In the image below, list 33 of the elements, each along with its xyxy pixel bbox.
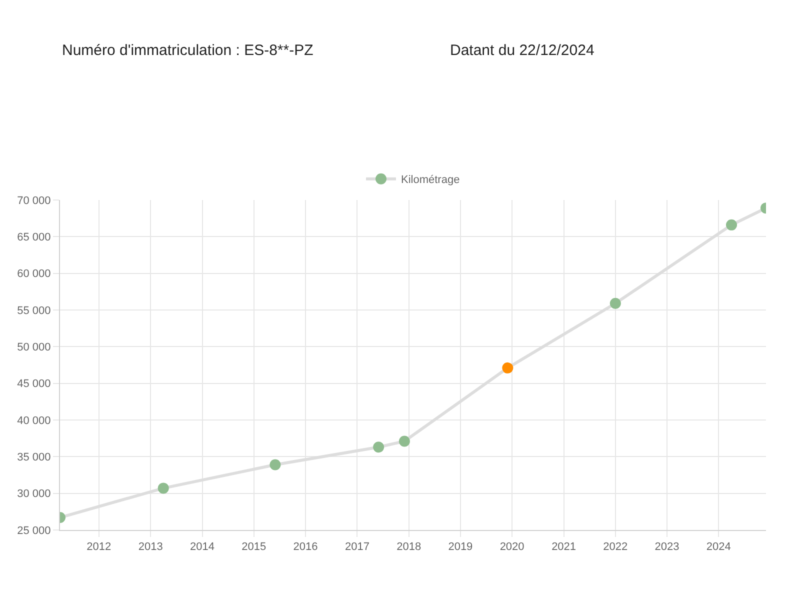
chart-title: Numéro d'immatriculation : ES-8**-PZ — [62, 42, 314, 59]
point — [158, 482, 169, 494]
x-tick-label: 2015 — [242, 541, 266, 554]
x-tick-label: 2013 — [138, 541, 163, 554]
x-tick-label: 2018 — [396, 541, 422, 554]
chart-subtitle: Datant du 22/12/2024 — [450, 42, 594, 59]
y-tick-label: 40 000 — [17, 414, 51, 427]
x-tick-label: 2023 — [654, 541, 680, 554]
y-tick-label: 45 000 — [17, 378, 51, 390]
x-tick-label: 2020 — [500, 541, 524, 554]
x-tick-label: 2012 — [86, 541, 112, 554]
point — [726, 219, 737, 230]
x-tick-label: 2017 — [344, 541, 370, 554]
y-tick-label: 70 000 — [17, 194, 51, 207]
point — [373, 442, 384, 453]
y-tick-label: 60 000 — [17, 268, 51, 280]
point — [398, 436, 410, 447]
x-tick-label: 2014 — [190, 541, 214, 554]
y-tick-label: 25 000 — [17, 524, 51, 537]
x-tick-label: 2022 — [603, 541, 628, 554]
x-tick-label: 2019 — [448, 541, 473, 554]
y-tick-label: 65 000 — [17, 232, 51, 244]
point — [610, 298, 621, 309]
legend-label: Kilométrage — [401, 174, 460, 186]
x-tick-label: 2021 — [552, 541, 576, 554]
y-tick-label: 50 000 — [17, 342, 51, 354]
x-tick-label: 2016 — [293, 541, 318, 554]
point — [502, 362, 514, 374]
point — [270, 459, 281, 470]
y-tick-label: 55 000 — [17, 304, 51, 317]
y-tick-label: 30 000 — [17, 488, 51, 500]
x-tick-label: 2024 — [706, 541, 731, 554]
y-tick-label: 35 000 — [17, 452, 51, 464]
